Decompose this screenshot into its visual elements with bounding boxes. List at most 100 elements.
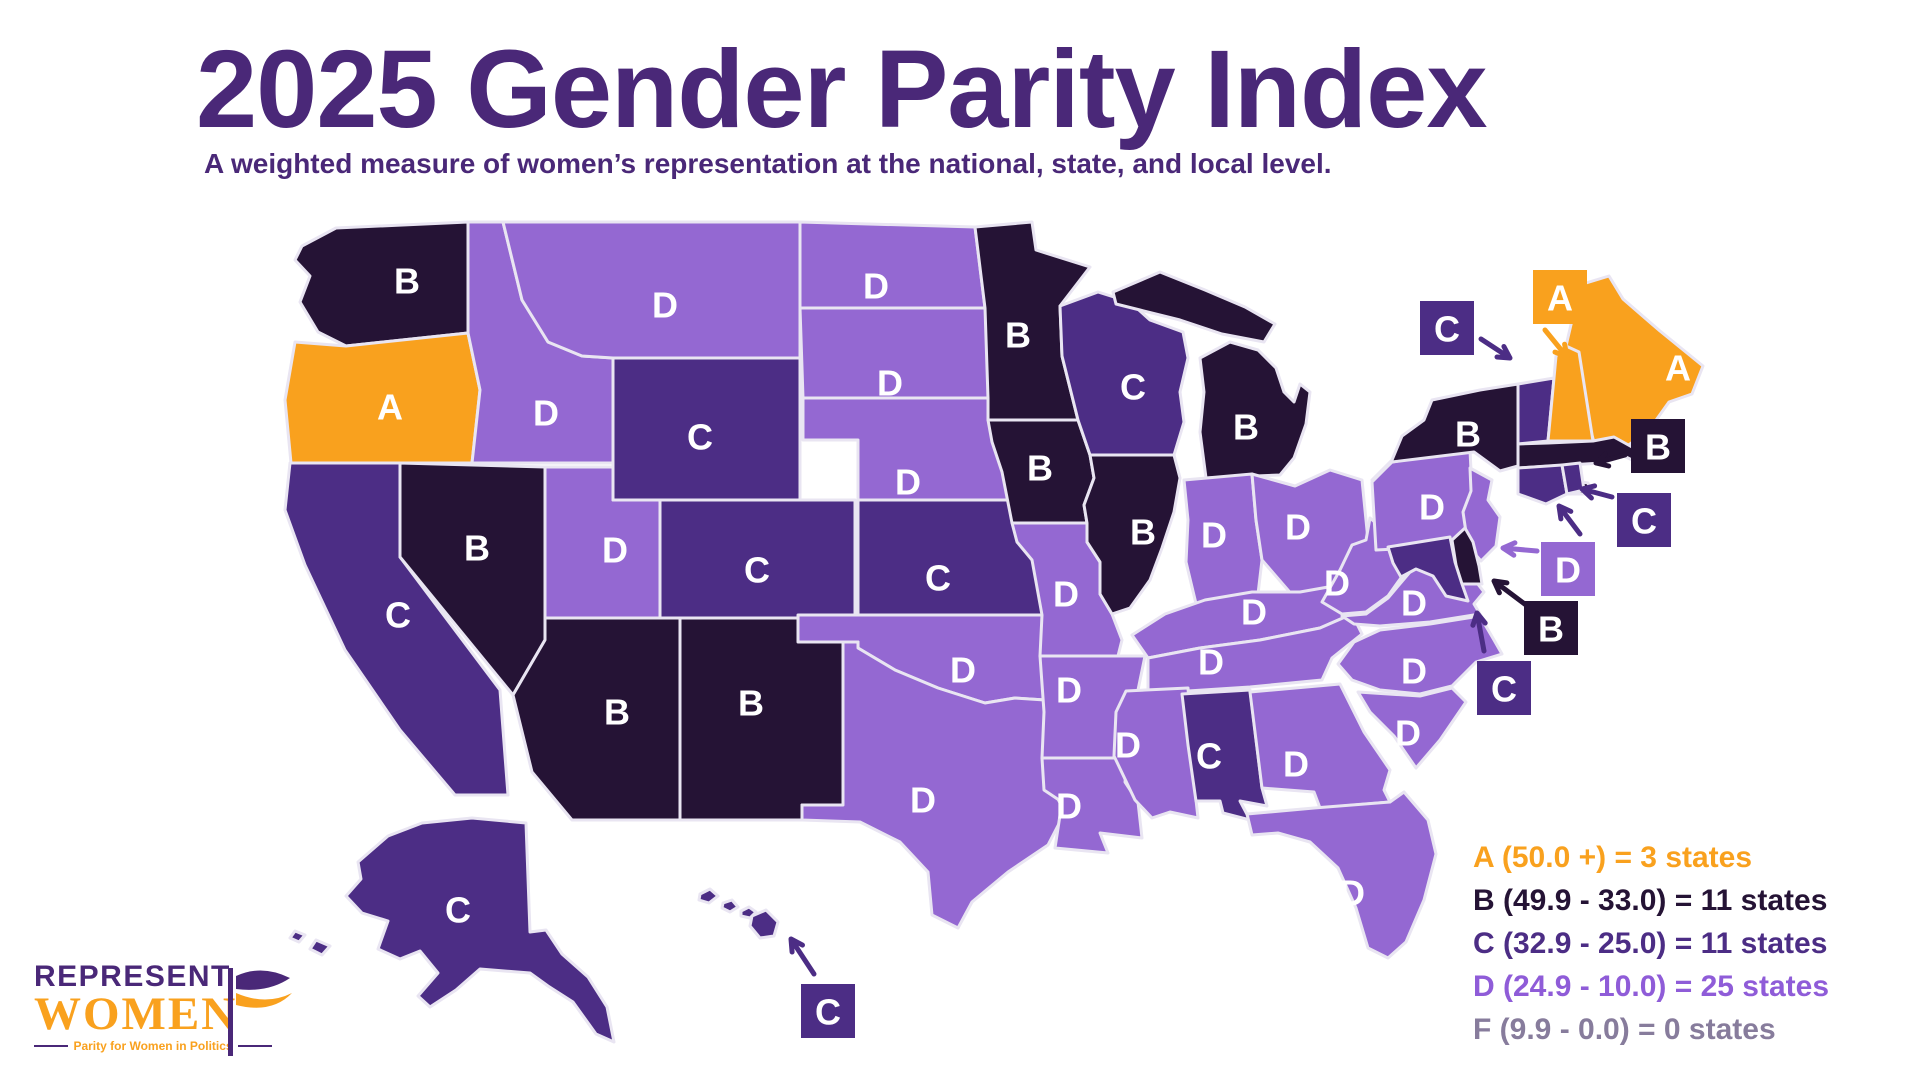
state-SC (1356, 686, 1468, 770)
state-label-MT: D (652, 285, 678, 326)
state-label-IN: D (1201, 515, 1227, 556)
callout-arrow-MA (1593, 451, 1628, 469)
state-label-TX: D (910, 780, 936, 821)
callout-box-HI (801, 984, 855, 1038)
logo-text-represent: REPRESENT (34, 960, 231, 993)
state-label-ND: D (863, 266, 889, 307)
grade-legend: A (50.0 +) = 3 states B (49.9 - 33.0) = … (1473, 836, 1829, 1051)
legend-row-c: C (32.9 - 25.0) = 11 states (1473, 927, 1828, 960)
state-MI (1111, 270, 1277, 344)
state-label-AZ: B (604, 692, 630, 733)
callout-box-MD (1477, 661, 1531, 715)
state-CT (1516, 463, 1569, 506)
state-label-CA: C (385, 595, 411, 636)
state-label-MS: D (1115, 725, 1141, 766)
page-subtitle: A weighted measure of women’s representa… (204, 148, 1332, 179)
legend-row-a: A (50.0 +) = 3 states (1473, 841, 1753, 874)
state-MD (1386, 535, 1470, 603)
legend-row-b: B (49.9 - 33.0) = 11 states (1473, 884, 1828, 917)
callout-letter-MA: B (1645, 427, 1671, 468)
state-HI (720, 898, 740, 914)
logo-text-women: WOMEN (34, 988, 238, 1040)
state-label-FL: D (1339, 873, 1365, 914)
state-label-AR: D (1056, 670, 1082, 711)
state-NC (1336, 614, 1504, 696)
callout-box-VT (1420, 301, 1474, 355)
state-HI (697, 887, 720, 905)
state-label-MI: B (1233, 407, 1259, 448)
state-FL (1245, 790, 1438, 960)
legend-row-f: F (9.9 - 0.0) = 0 states (1473, 1013, 1776, 1046)
state-AK (308, 938, 332, 957)
callout-letter-DE: B (1538, 609, 1564, 650)
state-label-OR: A (377, 387, 403, 428)
state-NY (1370, 382, 1520, 482)
callout-arrow-CT-RI (1579, 483, 1615, 501)
tagline-left-dash (34, 1044, 69, 1048)
state-label-WI: C (1120, 367, 1146, 408)
callout-letter-NJ: D (1555, 550, 1581, 591)
state-label-OH: D (1285, 507, 1311, 548)
state-label-CO: C (744, 550, 770, 591)
state-label-IA: B (1027, 448, 1053, 489)
state-label-PA: D (1419, 487, 1445, 528)
state-label-SC: D (1395, 713, 1421, 754)
legend-row-d: D (24.9 - 10.0) = 25 states (1473, 970, 1830, 1003)
state-NH (1546, 344, 1595, 443)
tagline-text: Parity for Women in Politics (73, 1039, 233, 1053)
state-label-TN: D (1198, 642, 1224, 683)
callout-letter-MD: C (1491, 669, 1517, 710)
callout-arrow-VT (1478, 336, 1513, 361)
callout-letter-VT: C (1434, 309, 1460, 350)
state-MI (1198, 340, 1312, 480)
state-label-WA: B (394, 261, 420, 302)
callout-box-NJ (1541, 542, 1595, 596)
state-label-LA: D (1056, 786, 1082, 827)
callout-arrow-MD (1470, 610, 1488, 654)
callout-letter-HI: C (815, 992, 841, 1033)
callout-arrow-HI (788, 936, 817, 977)
state-label-SD: D (877, 363, 903, 404)
tagline-right-dash (237, 1044, 273, 1048)
representwomen-logo: REPRESENT WOMEN Parity for Women in Poli… (34, 960, 334, 1056)
state-ND (798, 220, 987, 310)
logo-tagline: Parity for Women in Politics (34, 1039, 273, 1053)
callout-box-NH (1533, 270, 1587, 324)
state-AK (288, 929, 307, 944)
state-label-UT: D (602, 530, 628, 571)
state-label-MO: D (1053, 574, 1079, 615)
callout-letter-CT-RI: C (1631, 501, 1657, 542)
callout-box-CT-RI (1617, 493, 1671, 547)
callout-arrow-CT-RI (1556, 503, 1583, 537)
state-label-AK: C (445, 890, 471, 931)
logo-flag-icon (228, 968, 292, 1056)
state-label-ID: D (533, 393, 559, 434)
state-AK (344, 816, 616, 1044)
state-label-WV: D (1324, 563, 1350, 604)
state-label-KY: D (1241, 592, 1267, 633)
state-label-MN: B (1005, 315, 1031, 356)
state-label-NV: B (464, 528, 490, 569)
state-label-WY: C (687, 417, 713, 458)
state-IL (1082, 453, 1182, 616)
state-GA (1248, 682, 1392, 810)
callout-letter-NH: A (1547, 278, 1573, 319)
state-label-KS: C (925, 558, 951, 599)
state-HI (748, 908, 780, 940)
state-label-IL: B (1130, 512, 1156, 553)
state-label-VA: D (1401, 583, 1427, 624)
state-TX (800, 640, 1067, 930)
state-label-NC: D (1401, 651, 1427, 692)
state-label-NE: D (895, 462, 921, 503)
page-title: 2025 Gender Parity Index (196, 28, 1488, 151)
callout-arrow-NH (1542, 327, 1570, 360)
callout-box-DE (1524, 601, 1578, 655)
callout-arrow-NJ (1500, 540, 1540, 558)
callout-box-MA (1631, 419, 1685, 473)
state-label-AL: C (1196, 736, 1222, 777)
state-label-NM: B (738, 683, 764, 724)
state-label-GA: D (1283, 744, 1309, 785)
state-label-NY: B (1455, 414, 1481, 455)
